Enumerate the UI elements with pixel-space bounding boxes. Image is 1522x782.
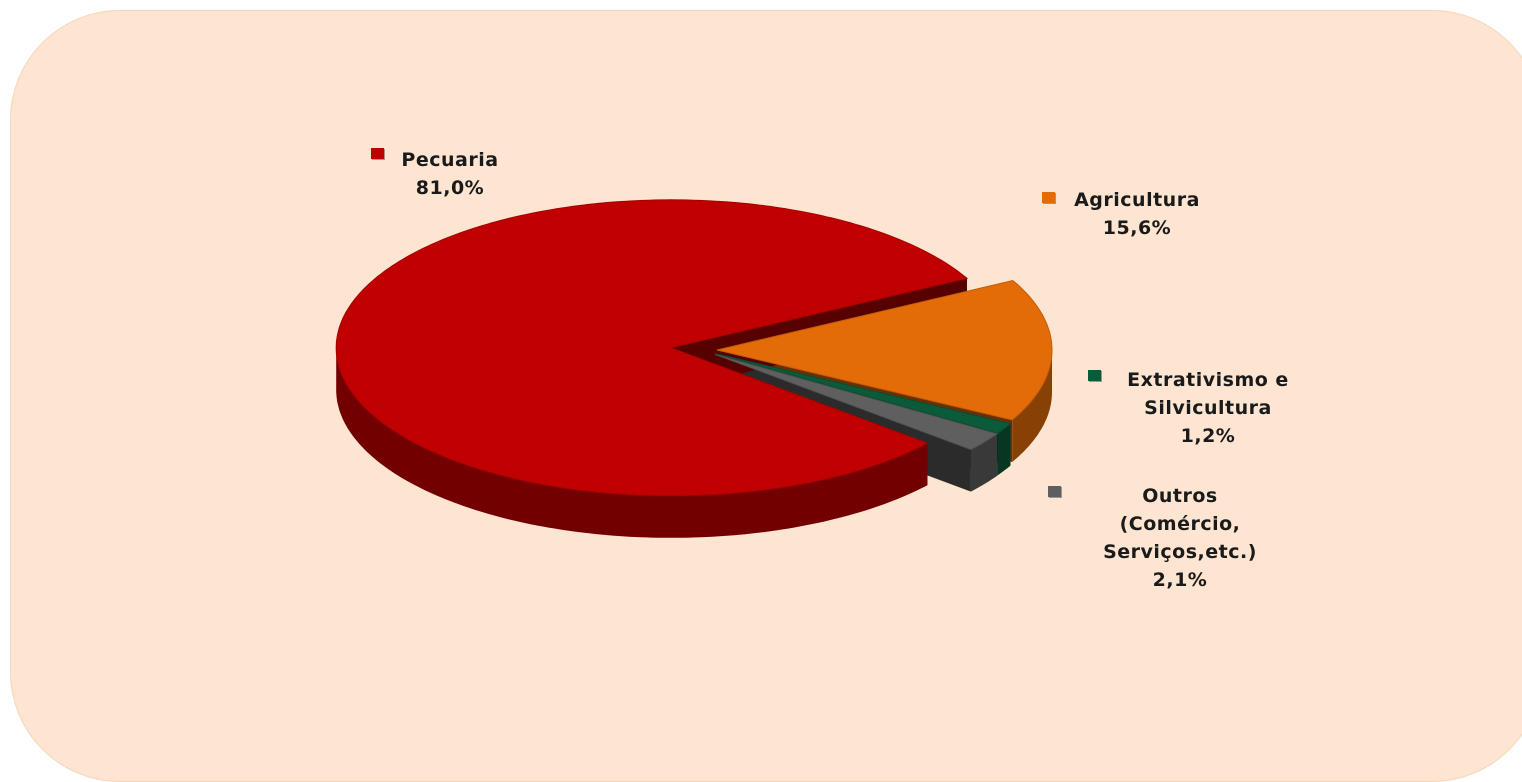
legend-marker [1042, 192, 1055, 203]
value-label: 2,1% [1152, 569, 1208, 591]
data-label: Agricultura 15,6% [1062, 186, 1212, 242]
data-label: Pecuaria 81,0% [390, 146, 510, 202]
category-name: Pecuaria [401, 149, 499, 171]
page: Agricultura 15,6% Extrativismo e Silvicult… [10, 10, 1522, 782]
slice [715, 353, 1012, 434]
category-name: Agricultura [1074, 189, 1200, 211]
value-label: 1,2% [1180, 425, 1236, 447]
slice-side [970, 433, 998, 492]
slice-side [336, 347, 928, 538]
value-label: 15,6% [1102, 217, 1172, 239]
category-name: Extrativismo e Silvicultura [1127, 369, 1289, 419]
legend-marker [371, 148, 384, 159]
slice-side [1012, 350, 1052, 462]
value-label: 81,0% [415, 177, 485, 199]
data-label: Outros (Comércio, Serviços,etc.) 2,1% [1100, 482, 1260, 594]
slice-side [997, 423, 1011, 476]
slice [714, 353, 999, 451]
data-label: Extrativismo e Silvicultura 1,2% [1108, 366, 1308, 450]
legend-marker [1088, 370, 1101, 381]
slice [716, 279, 1053, 421]
legend-marker [1048, 486, 1061, 497]
slice [335, 199, 969, 497]
chart [335, 199, 1053, 538]
category-name: Outros (Comércio, Serviços,etc.) [1103, 485, 1257, 563]
